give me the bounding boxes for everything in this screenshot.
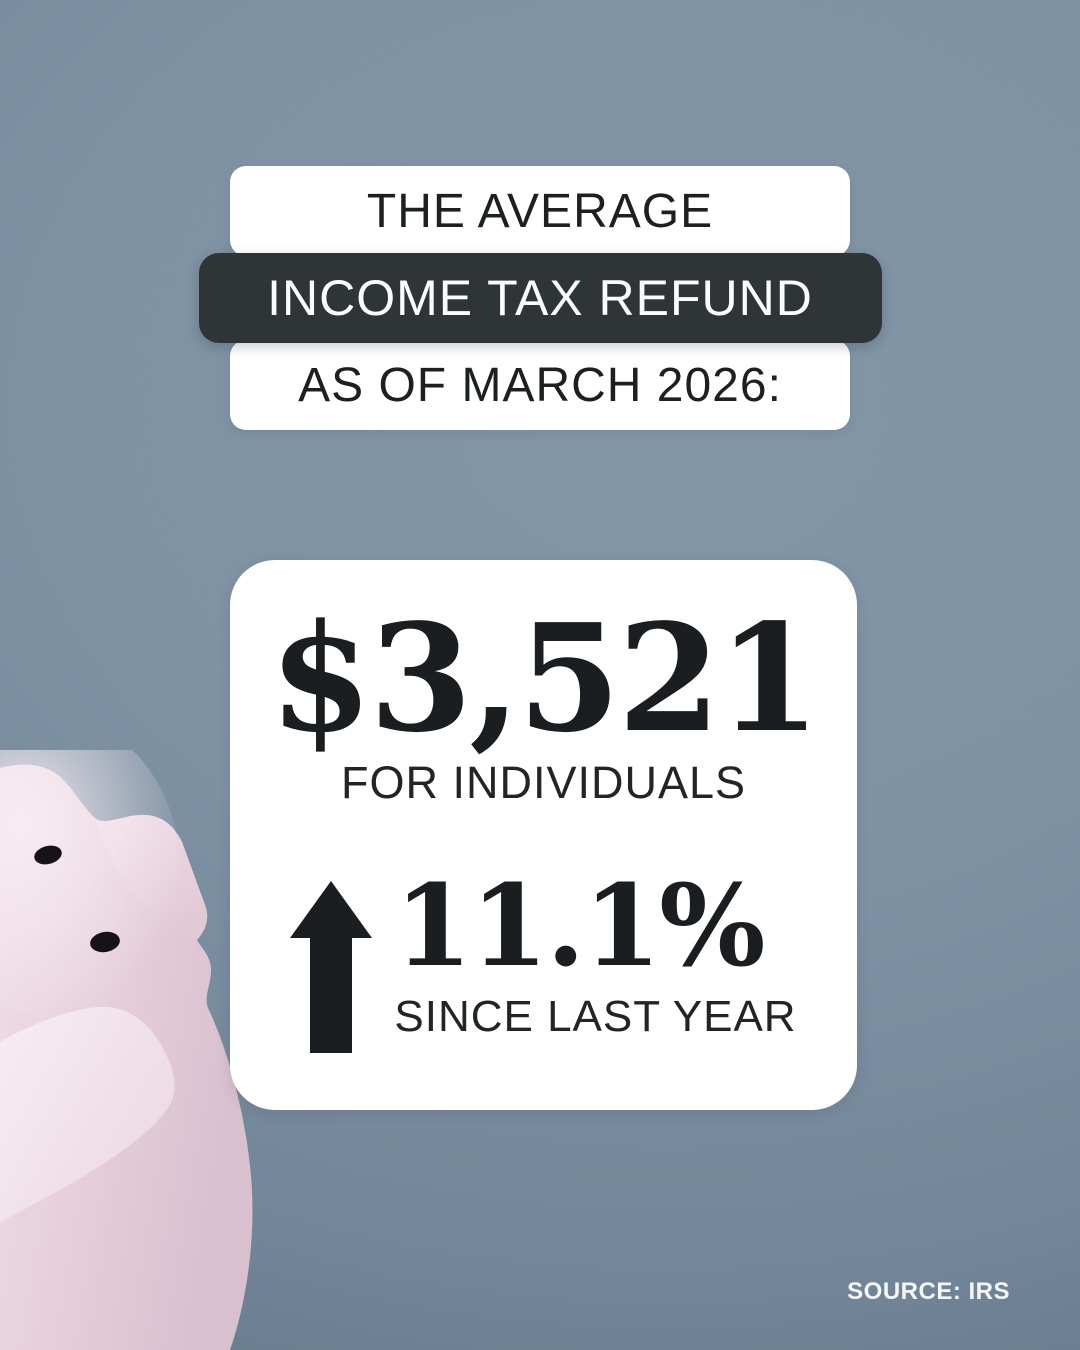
- refund-amount-label: FOR INDIVIDUALS: [340, 757, 747, 809]
- header-line-2: INCOME TAX REFUND: [267, 270, 813, 326]
- pig-highlight: [0, 750, 180, 1020]
- header-bar-income-tax-refund: INCOME TAX REFUND: [198, 253, 882, 343]
- change-stat-row: 11.1% SINCE LAST YEAR: [230, 861, 857, 1054]
- refund-amount: $3,521: [269, 591, 820, 765]
- pig-dot-1: [34, 845, 62, 865]
- change-stat-text: 11.1% SINCE LAST YEAR: [394, 861, 797, 1042]
- pig-ear: [0, 1006, 175, 1222]
- piggy-bank-photo: [0, 750, 270, 1350]
- stats-card: $3,521 FOR INDIVIDUALS 11.1% SINCE LAST …: [230, 560, 857, 1110]
- header-line-1: THE AVERAGE: [366, 184, 714, 238]
- source-credit: SOURCE: IRS: [847, 1278, 1010, 1305]
- header-bar-as-of-date: AS OF MARCH 2026:: [230, 340, 850, 430]
- header-line-3: AS OF MARCH 2026:: [298, 358, 782, 412]
- change-percent: 11.1%: [394, 861, 765, 993]
- header-bar-the-average: THE AVERAGE: [230, 166, 850, 256]
- pig-dot-2: [90, 931, 120, 953]
- up-arrow-icon: [290, 881, 373, 1054]
- piggy-bank-illustration: [0, 750, 253, 1350]
- change-label: SINCE LAST YEAR: [394, 992, 797, 1042]
- header-stack: THE AVERAGE INCOME TAX REFUND AS OF MARC…: [0, 166, 1080, 430]
